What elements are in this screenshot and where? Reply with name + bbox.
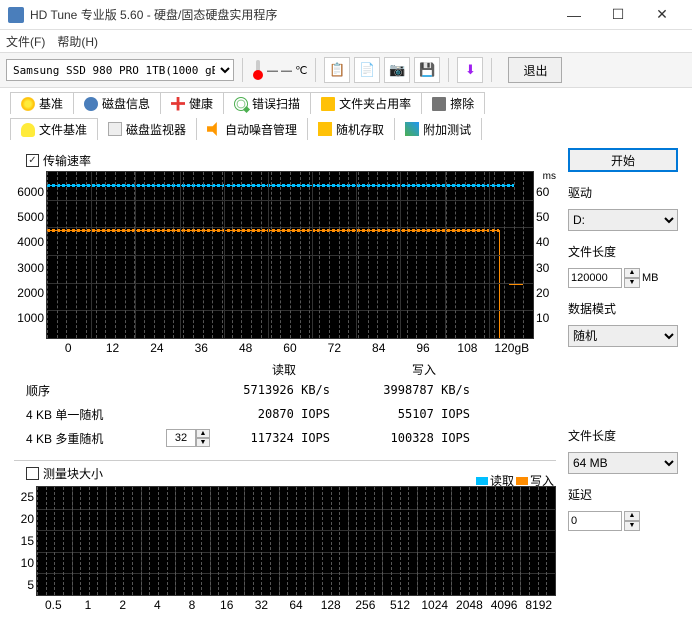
delay-up[interactable]: ▲ [624,511,640,521]
screenshot-button[interactable]: 📷 [384,57,410,83]
tabs-row2: 文件基准 磁盘监视器 自动噪音管理 随机存取 附加测试 [0,118,692,140]
tab-error-scan[interactable]: 错误扫描 [223,92,311,114]
results-table: 读取 写入 顺序5713926 KB/s3998787 KB/s4 KB 单一随… [14,361,556,450]
result-row: 顺序5713926 KB/s3998787 KB/s [14,378,556,402]
tab-extra-tests[interactable]: 附加测试 [394,118,482,140]
menubar: 文件(F) 帮助(H) [0,30,692,52]
transfer-rate-label: 传输速率 [43,152,91,169]
delay-label: 延迟 [568,486,678,503]
data-mode-label: 数据模式 [568,300,678,317]
save-button[interactable]: 💾 [414,57,440,83]
temperature-display: — — ℃ [251,60,307,80]
block-size-checkbox[interactable] [26,467,39,480]
result-row: 4 KB 单一随机20870 IOPS55107 IOPS [14,402,556,426]
file-length-input[interactable] [568,268,622,288]
window-title: HD Tune 专业版 5.60 - 硬盘/固态硬盘实用程序 [30,6,552,23]
result-row: 4 KB 多重随机32▲▼117324 IOPS100328 IOPS [14,426,556,450]
data-mode-select[interactable]: 随机 [568,325,678,347]
file-length2-label: 文件长度 [568,427,678,444]
header-write: 写入 [354,361,494,378]
file-length2-select[interactable]: 64 MB [568,452,678,474]
tab-aam[interactable]: 自动噪音管理 [196,118,308,140]
file-length-down[interactable]: ▼ [624,278,640,288]
tab-file-benchmark[interactable]: 文件基准 [10,118,98,140]
header-read: 读取 [214,361,354,378]
block-size-chart: 252015105 [14,486,556,596]
start-button[interactable]: 开始 [568,148,678,172]
transfer-rate-checkbox[interactable]: ✓ [26,154,39,167]
copy-info-button[interactable]: 📄 [354,57,380,83]
thread-count[interactable]: 32 [166,429,196,447]
file-length-label: 文件长度 [568,243,678,260]
menu-help[interactable]: 帮助(H) [57,33,98,50]
block-size-label: 测量块大小 [43,465,103,482]
tab-disk-monitor[interactable]: 磁盘监视器 [97,118,197,140]
titlebar: HD Tune 专业版 5.60 - 硬盘/固态硬盘实用程序 — ☐ ✕ [0,0,692,30]
options-button[interactable]: ⬇ [457,57,483,83]
toolbar: Samsung SSD 980 PRO 1TB(1000 gB) — — ℃ 📋… [0,52,692,88]
tab-folder-usage[interactable]: 文件夹占用率 [310,92,422,114]
delay-down[interactable]: ▼ [624,521,640,531]
exit-button[interactable]: 退出 [508,57,562,83]
thermometer-icon [251,60,265,80]
drive-letter-select[interactable]: D: [568,209,678,231]
menu-file[interactable]: 文件(F) [6,33,45,50]
transfer-chart: 600050004000300020001000 605040302010 [14,171,556,339]
copy-text-button[interactable]: 📋 [324,57,350,83]
drive-select[interactable]: Samsung SSD 980 PRO 1TB(1000 gB) [6,59,234,81]
tabs-row1: 基准 磁盘信息 健康 错误扫描 文件夹占用率 擦除 [0,92,692,114]
tab-erase[interactable]: 擦除 [421,92,485,114]
tab-benchmark[interactable]: 基准 [10,92,74,114]
content: ✓ 传输速率 MB/s ms 600050004000300020001000 … [0,140,692,620]
tab-disk-info[interactable]: 磁盘信息 [73,92,161,114]
maximize-button[interactable]: ☐ [596,1,640,29]
tab-health[interactable]: 健康 [160,92,224,114]
tab-random-access[interactable]: 随机存取 [307,118,395,140]
minimize-button[interactable]: — [552,1,596,29]
drive-label: 驱动 [568,184,678,201]
file-length-up[interactable]: ▲ [624,268,640,278]
delay-input[interactable] [568,511,622,531]
close-button[interactable]: ✕ [640,1,684,29]
app-icon [8,7,24,23]
